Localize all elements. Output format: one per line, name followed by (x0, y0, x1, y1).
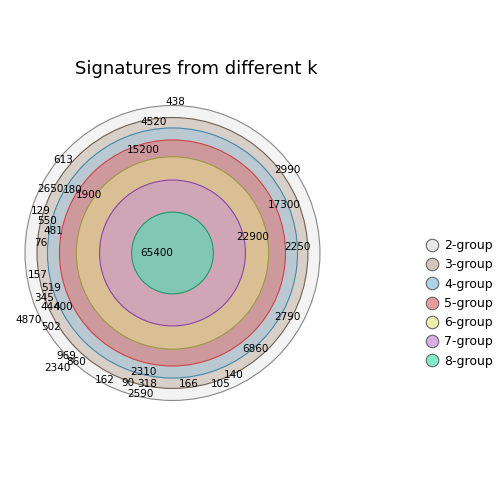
Text: 2310: 2310 (131, 366, 157, 376)
Circle shape (37, 117, 308, 389)
Text: 444: 444 (41, 302, 60, 312)
Text: 157: 157 (28, 271, 48, 280)
Circle shape (132, 212, 213, 294)
Title: Signatures from different k: Signatures from different k (75, 59, 318, 78)
Text: 166: 166 (178, 380, 199, 390)
Text: 2250: 2250 (284, 241, 310, 251)
Text: 90: 90 (121, 378, 134, 388)
Text: 4520: 4520 (140, 116, 166, 127)
Circle shape (47, 128, 297, 378)
Text: 481: 481 (44, 225, 64, 235)
Text: 4870: 4870 (15, 316, 41, 325)
Text: 2590: 2590 (127, 389, 154, 399)
Text: 860: 860 (67, 357, 86, 367)
Text: 65400: 65400 (140, 248, 173, 258)
Text: 2790: 2790 (275, 312, 301, 322)
Text: 129: 129 (31, 206, 51, 216)
Text: 6860: 6860 (242, 344, 269, 354)
Circle shape (59, 140, 285, 366)
Text: 140: 140 (224, 370, 243, 380)
Text: 345: 345 (34, 293, 54, 303)
Text: 180: 180 (63, 185, 83, 196)
Legend: 2-group, 3-group, 4-group, 5-group, 6-group, 7-group, 8-group: 2-group, 3-group, 4-group, 5-group, 6-gr… (420, 234, 498, 373)
Circle shape (76, 157, 269, 349)
Text: 2990: 2990 (275, 165, 301, 174)
Text: 105: 105 (211, 380, 230, 390)
Text: 550: 550 (38, 216, 57, 226)
Circle shape (100, 180, 245, 326)
Text: 519: 519 (41, 283, 60, 293)
Text: 15200: 15200 (127, 145, 160, 155)
Text: 17300: 17300 (268, 200, 301, 210)
Text: 76: 76 (34, 238, 48, 248)
Text: 969: 969 (57, 351, 77, 360)
Text: 1900: 1900 (76, 191, 102, 200)
Text: 162: 162 (95, 374, 115, 385)
Text: 318: 318 (137, 380, 157, 390)
Text: 613: 613 (53, 155, 74, 165)
Text: 400: 400 (53, 302, 73, 312)
Circle shape (25, 105, 320, 401)
Text: 438: 438 (166, 97, 185, 107)
Text: 2650: 2650 (37, 184, 64, 194)
Text: 22900: 22900 (236, 232, 269, 242)
Text: 502: 502 (41, 322, 60, 332)
Text: 2340: 2340 (44, 363, 70, 373)
